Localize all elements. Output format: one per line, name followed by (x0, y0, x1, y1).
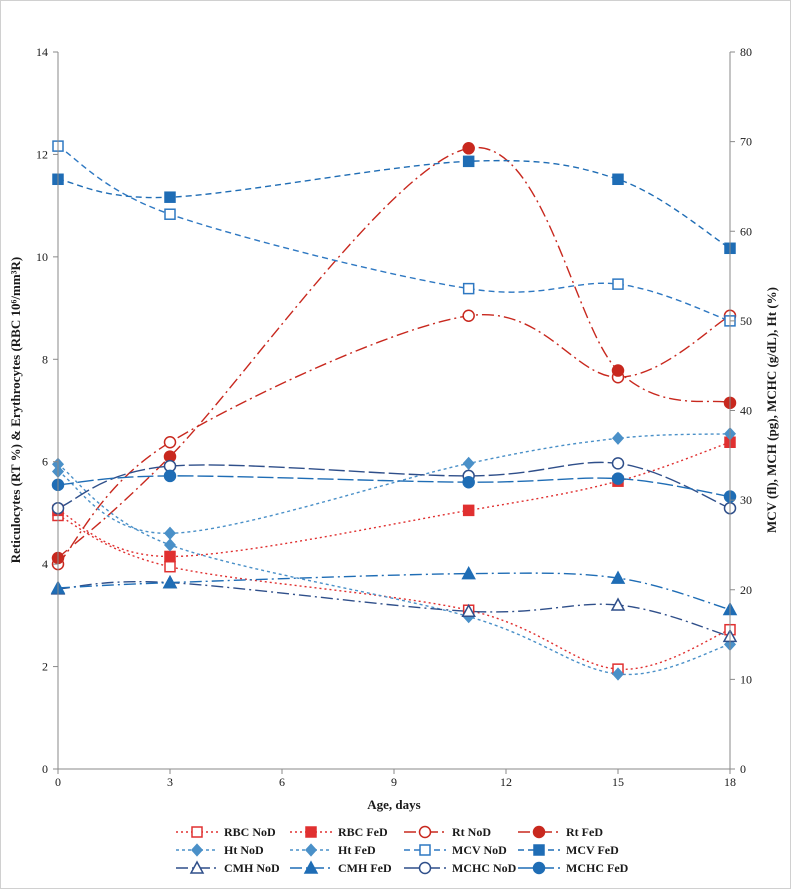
legend-label-mchc-nod: MCHC NoD (452, 861, 517, 875)
legend-marker-mcv-fed (533, 844, 545, 856)
data-point-cmh-fed (162, 575, 178, 589)
data-point-mcv-fed (612, 173, 624, 186)
legend-label-cmh-fed: CMH FeD (338, 861, 392, 875)
legend-marker-ht-fed (304, 843, 318, 857)
series-line-rt-fed (57, 147, 731, 559)
data-point-rt-nod (462, 309, 475, 323)
legend-marker-rt-nod (418, 825, 432, 839)
left-y-tick-label: 2 (42, 660, 48, 674)
right-y-tick-label: 20 (740, 583, 752, 597)
data-point-rt-fed (611, 364, 625, 377)
series-line-cmh-fed (57, 572, 731, 611)
series-line-mcv-nod (57, 145, 731, 322)
data-point-rbc-nod (164, 560, 176, 573)
legend-label-mcv-fed: MCV FeD (566, 843, 619, 857)
left-y-tick-label: 6 (42, 455, 48, 469)
legend-marker-rbc-fed (305, 826, 317, 838)
x-tick-label: 15 (612, 775, 624, 789)
data-point-cmh-fed (610, 570, 626, 584)
right-y-tick-label: 70 (740, 135, 752, 149)
data-point-mcv-nod (612, 278, 624, 290)
legend-marker-rt-fed (532, 825, 546, 839)
legend-marker-rbc-nod (191, 826, 203, 838)
data-point-rbc-fed (462, 504, 475, 517)
data-point-cmh-nod (610, 597, 626, 611)
series-line-cmh-nod (57, 580, 731, 638)
plot-lines (57, 145, 731, 676)
left-y-tick-label: 10 (36, 250, 48, 264)
series-line-ht-nod (57, 433, 731, 535)
series-line-rt-nod (57, 313, 731, 565)
x-tick-label: 6 (279, 775, 285, 789)
series-line-mchc-nod (57, 461, 731, 509)
legend-label-rbc-fed: RBC FeD (338, 825, 388, 839)
left-y-tick-label: 8 (42, 352, 48, 366)
legend-label-mcv-nod: MCV NoD (452, 843, 507, 857)
legend-marker-mchc-nod (418, 861, 432, 875)
legend-marker-mchc-fed (532, 861, 546, 875)
legend-marker-cmh-fed (303, 860, 319, 874)
legend-label-rt-nod: Rt NoD (452, 825, 491, 839)
legend-marker-cmh-nod (189, 860, 205, 874)
x-tick-label: 3 (167, 775, 173, 789)
legend: RBC NoD RBC FeD Rt NoD Rt FeD Ht NoD Ht FeD MC… (176, 825, 629, 875)
right-y-tick-label: 60 (740, 224, 752, 238)
right-y-tick-label: 80 (740, 45, 752, 59)
left-y-axis-title: Reticulocytes (RT %) & Erythrocytes (RBC… (8, 257, 23, 564)
legend-marker-ht-nod (190, 843, 204, 857)
right-y-axis-title: MCV (fl), MCH (pg), MCHC (g/dL), Ht (%) (764, 287, 779, 533)
data-point-rt-nod (163, 436, 177, 449)
data-point-mchc-nod (611, 457, 625, 470)
right-y-tick-label: 10 (740, 672, 752, 686)
legend-label-ht-nod: Ht NoD (224, 843, 264, 857)
x-tick-label: 9 (391, 775, 397, 789)
right-y-tick-label: 50 (740, 314, 752, 328)
data-point-mcv-nod (164, 208, 176, 220)
legend-label-rbc-nod: RBC NoD (224, 825, 276, 839)
legend-marker-mcv-nod (419, 844, 431, 856)
right-y-tick-label: 0 (740, 762, 746, 776)
legend-label-rt-fed: Rt FeD (566, 825, 603, 839)
series-line-ht-fed (57, 463, 731, 676)
data-point-ht-fed (163, 538, 177, 552)
data-point-ht-fed (611, 667, 625, 681)
data-point-cmh-nod (461, 603, 476, 618)
x-tick-label: 18 (724, 775, 736, 789)
right-y-tick-label: 40 (740, 404, 752, 418)
data-point-mchc-fed (611, 472, 625, 485)
data-point-mcv-nod (462, 282, 475, 295)
left-y-tick-label: 14 (36, 45, 48, 59)
data-point-mcv-fed (462, 155, 475, 168)
series-line-rbc-nod (57, 514, 731, 670)
x-tick-label: 12 (500, 775, 512, 789)
legend-label-mchc-fed: MCHC FeD (566, 861, 629, 875)
x-axis-title: Age, days (367, 797, 420, 812)
series-line-mchc-fed (57, 475, 731, 498)
data-point-mchc-fed (163, 469, 177, 483)
right-y-tick-label: 30 (740, 493, 752, 507)
left-y-tick-label: 0 (42, 762, 48, 776)
data-point-rbc-fed (164, 550, 176, 563)
x-tick-label: 0 (55, 775, 61, 789)
legend-label-ht-fed: Ht FeD (338, 843, 376, 857)
data-point-ht-nod (611, 431, 625, 445)
series-line-mcv-fed (57, 159, 731, 249)
legend-label-cmh-nod: CMH NoD (224, 861, 280, 875)
data-point-ht-nod (462, 456, 475, 470)
left-y-tick-label: 12 (36, 147, 48, 161)
data-point-ht-nod (163, 526, 177, 540)
data-point-mcv-fed (164, 191, 176, 203)
left-y-tick-label: 4 (42, 557, 48, 571)
axes: 0 3 6 9 12 15 18 0 2 4 6 8 10 12 14 0 10 20 30 40 50 60 70 80 (36, 45, 752, 789)
plot-markers (50, 140, 738, 681)
series-line-rbc-fed (57, 441, 731, 558)
data-point-rt-fed (462, 142, 475, 155)
data-point-cmh-fed (461, 566, 476, 580)
data-point-mchc-fed (462, 475, 475, 489)
